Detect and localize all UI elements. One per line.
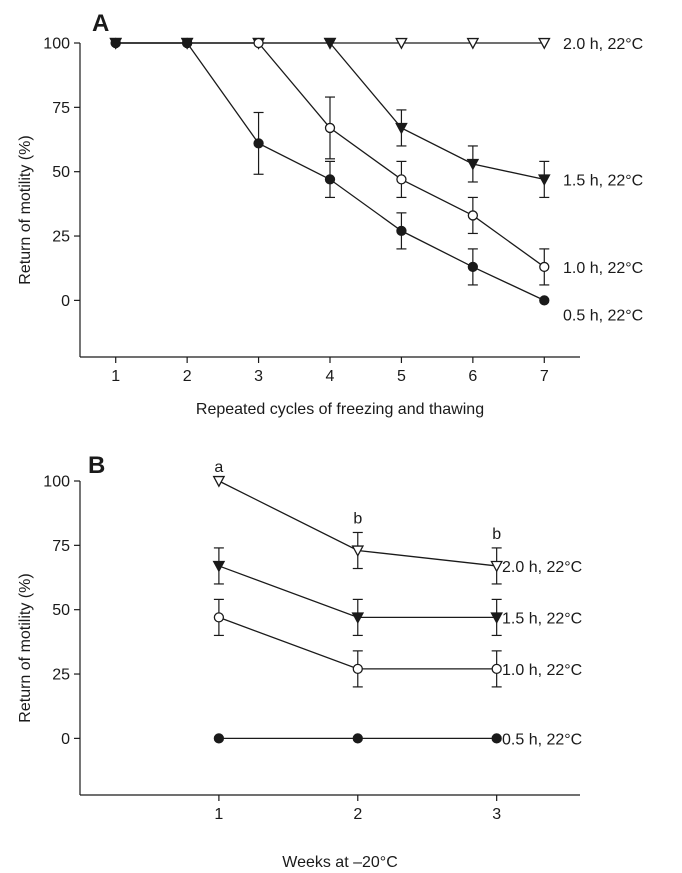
y-tick-label: 75: [52, 100, 70, 117]
data-point: [324, 122, 336, 134]
y-tick-label: 25: [52, 229, 70, 246]
x-tick-label: 7: [540, 368, 549, 385]
data-point: [396, 174, 407, 185]
data-point: [213, 733, 225, 744]
y-tick-label: 25: [52, 667, 70, 684]
x-tick-label: 4: [326, 368, 335, 385]
y-axis-title: Return of motility (%): [17, 135, 34, 284]
data-point: [466, 158, 480, 171]
series-2: 1.5 h, 22°C: [212, 547, 582, 637]
y-tick-label: 75: [52, 538, 70, 555]
panel-b: B 0 25 50 75 100 1 2 3 Weeks at –20°C Return of mo…: [17, 452, 582, 871]
data-point: [396, 225, 407, 237]
data-point: [352, 733, 363, 744]
series-label: 1.5 h, 22°C: [502, 610, 582, 627]
x-tick-label: 1: [111, 368, 120, 385]
data-point: [467, 210, 479, 221]
x-axis-title: Weeks at –20°C: [282, 854, 398, 871]
panel-a: A 0 25 50 75 100 1 2 3 4 5 6 7 Repeated cycles of fre…: [17, 10, 643, 418]
significance-letter: b: [353, 510, 362, 527]
data-point: [212, 560, 226, 573]
series-2: 1.5 h, 22°C: [109, 37, 643, 199]
series-label: 2.0 h, 22°C: [563, 36, 643, 53]
series-label: 1.0 h, 22°C: [502, 662, 582, 679]
series-label: 1.5 h, 22°C: [563, 172, 643, 189]
data-point: [181, 37, 193, 49]
series-label: 2.0 h, 22°C: [502, 559, 582, 576]
series-label: 1.0 h, 22°C: [563, 260, 643, 277]
series-1: 2.0 h, 22°C: [212, 475, 582, 585]
data-point: [491, 733, 502, 744]
data-point: [213, 612, 225, 623]
significance-letter: b: [492, 526, 501, 543]
y-tick-label: 100: [43, 474, 70, 491]
x-tick-label: 2: [183, 368, 192, 385]
x-tick-label: 2: [353, 806, 362, 823]
data-point: [539, 261, 550, 273]
data-point: [539, 295, 550, 306]
y-tick-label: 0: [61, 731, 70, 748]
series-label: 0.5 h, 22°C: [502, 731, 582, 748]
data-point: [395, 122, 408, 135]
series-3: 1.0 h, 22°C: [110, 37, 643, 286]
data-point: [352, 663, 363, 675]
series-label: 0.5 h, 22°C: [563, 307, 643, 324]
y-tick-label: 100: [43, 36, 70, 53]
data-point: [466, 37, 480, 50]
y-tick-label: 50: [52, 602, 70, 619]
data-point: [351, 545, 365, 558]
data-point: [253, 37, 264, 49]
data-point: [323, 37, 337, 50]
data-point: [537, 37, 551, 50]
y-tick-label: 50: [52, 164, 70, 181]
significance-letter: a: [214, 459, 223, 476]
x-tick-label: 3: [254, 368, 263, 385]
data-point: [395, 37, 408, 50]
x-axis-title: Repeated cycles of freezing and thawing: [196, 401, 484, 418]
data-point: [351, 612, 365, 624]
data-point: [253, 138, 264, 149]
data-point: [490, 612, 503, 624]
data-point: [110, 37, 121, 49]
panel-label: A: [92, 10, 109, 37]
x-tick-label: 6: [468, 368, 477, 385]
series-4: 0.5 h, 22°C: [213, 731, 582, 748]
x-tick-label: 3: [492, 806, 501, 823]
y-axis-title: Return of motility (%): [17, 573, 34, 722]
data-point: [324, 174, 336, 185]
x-tick-label: 1: [214, 806, 223, 823]
data-point: [537, 174, 551, 186]
series-3: 1.0 h, 22°C: [213, 598, 582, 688]
data-point: [490, 560, 503, 573]
data-point: [212, 475, 226, 488]
x-tick-label: 5: [397, 368, 406, 385]
panel-label: B: [88, 452, 105, 479]
data-point: [491, 663, 502, 675]
data-point: [467, 261, 479, 273]
series-4: 0.5 h, 22°C: [110, 37, 643, 324]
y-tick-label: 0: [61, 293, 70, 310]
